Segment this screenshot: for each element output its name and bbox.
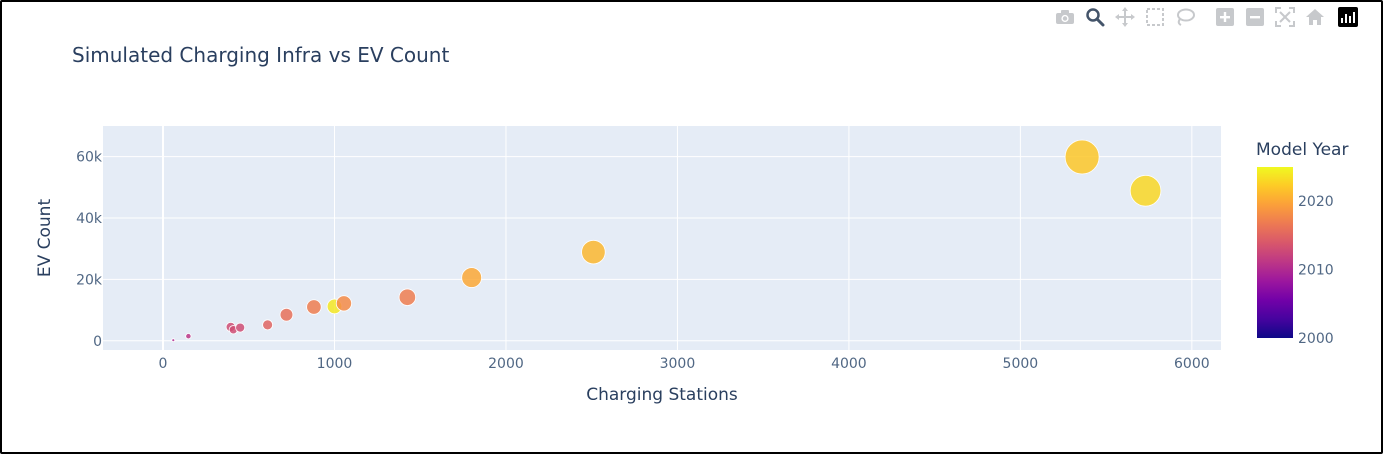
x-tick-label: 0 <box>159 356 168 372</box>
zoom-in-icon[interactable] <box>1210 6 1240 28</box>
lasso-select-icon[interactable] <box>1170 6 1200 28</box>
plot-area <box>103 126 1221 350</box>
x-tick-label: 6000 <box>1174 356 1210 372</box>
x-tick-label: 5000 <box>1003 356 1039 372</box>
colorbar-tick-label: 2010 <box>1298 263 1334 279</box>
scatter-point[interactable] <box>1064 139 1100 175</box>
colorbar-tick-label: 2020 <box>1298 194 1334 210</box>
y-tick-label: 40k <box>76 211 103 227</box>
colorbar-gradient <box>1257 167 1293 338</box>
scatter-point[interactable] <box>279 307 294 322</box>
modebar <box>1050 6 1358 28</box>
reset-axes-icon[interactable] <box>1300 6 1330 28</box>
y-axis-label: EV Count <box>35 199 55 278</box>
box-select-icon[interactable] <box>1140 6 1170 28</box>
y-tick-label: 0 <box>93 334 102 350</box>
zoom-icon[interactable] <box>1080 6 1110 28</box>
scatter-point[interactable] <box>185 333 192 340</box>
autoscale-icon[interactable] <box>1270 6 1300 28</box>
y-tick-label: 60k <box>76 150 103 166</box>
x-tick-label: 4000 <box>831 356 867 372</box>
x-tick-label: 3000 <box>660 356 696 372</box>
pan-icon[interactable] <box>1110 6 1140 28</box>
scatter-point[interactable] <box>171 338 176 343</box>
scatter-point[interactable] <box>335 295 352 312</box>
camera-icon[interactable] <box>1050 6 1080 28</box>
scatter-point[interactable] <box>1129 174 1162 207</box>
x-tick-label: 1000 <box>317 356 353 372</box>
plotly-logo-icon[interactable] <box>1338 7 1358 27</box>
scatter-point[interactable] <box>581 239 606 265</box>
x-tick-label: 2000 <box>488 356 524 372</box>
chart-title: Simulated Charging Infra vs EV Count <box>72 43 449 67</box>
scatter-point[interactable] <box>262 319 274 331</box>
colorbar: Model Year 2000 2010 2020 <box>1256 140 1348 347</box>
colorbar-tick-label: 2000 <box>1298 331 1334 347</box>
scatter-point[interactable] <box>461 267 483 288</box>
zoom-out-icon[interactable] <box>1240 6 1270 28</box>
x-axis-label: Charging Stations <box>586 385 738 405</box>
scatter-point[interactable] <box>235 322 246 333</box>
colorbar-title: Model Year <box>1256 140 1348 160</box>
scatter-point[interactable] <box>398 288 417 306</box>
y-tick-label: 20k <box>76 272 103 288</box>
scatter-point[interactable] <box>306 299 322 315</box>
